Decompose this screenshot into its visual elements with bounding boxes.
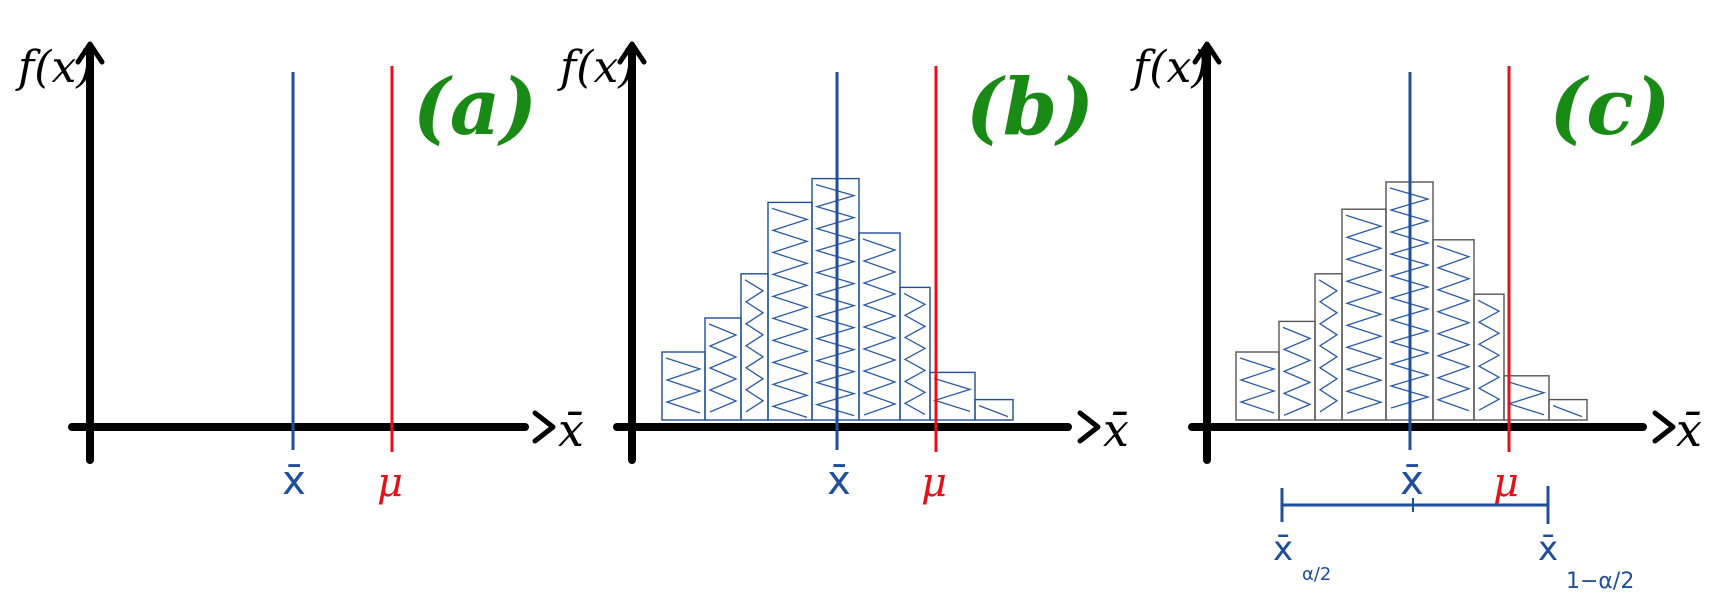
panel-b: f(x) x̄ x̄ μ (b) (557, 41, 1129, 506)
panel-a-label: (a) (413, 62, 537, 153)
panel-b-bar-7 (899, 286, 931, 421)
panel-c-y-axis-label: f(x) (1130, 42, 1208, 93)
interval-upper-label: x̄ (1538, 529, 1558, 569)
panel-c-population-mean-label: μ (1493, 460, 1519, 506)
panel-c-x-axis-label: x̄ (1676, 403, 1702, 457)
panel-c-bar-9 (1548, 398, 1588, 421)
panel-a-y-axis-label: f(x) (15, 42, 93, 93)
panel-c-confidence-interval: x̄ α/2 x̄ 1−α/2 (1273, 486, 1634, 594)
panel-c-bar-hatch-7 (1477, 299, 1501, 411)
panel-c-bar-hatch-3 (1318, 279, 1339, 413)
panel-b-bar-8 (929, 371, 976, 421)
panel-a-population-mean-label: μ (377, 460, 403, 506)
panel-c-bar-hatch-1 (1238, 357, 1277, 414)
panel-a-x-axis-arrow (532, 410, 556, 444)
panel-b-bar-hatch-5 (814, 183, 857, 417)
panel-b-bar-hatch-4 (770, 207, 810, 419)
panel-b-bar-hatch-2 (708, 323, 738, 413)
panel-c-bar-8 (1503, 375, 1550, 421)
panel-c-bar-hatch-8 (1506, 381, 1547, 416)
panel-b-bar-hatch-1 (664, 357, 703, 414)
panel-b-bar-hatch-6 (862, 238, 897, 416)
panel-a-x-axis-label: x̄ (558, 403, 584, 457)
panel-b-bar-hatch-7 (903, 292, 927, 415)
panel-b-label: (b) (966, 62, 1094, 153)
panel-c-sample-mean-label: x̄ (1400, 458, 1424, 504)
panel-b-bar-hatch-9 (978, 404, 1009, 418)
panel-b-bar-4 (767, 201, 813, 421)
panel-c-label: (c) (1549, 62, 1670, 153)
panel-c-bar-hatch-6 (1436, 245, 1471, 412)
panel-c-bar-7 (1473, 293, 1505, 421)
panel-b-x-axis-arrow (1077, 410, 1101, 444)
panel-c-histogram (1235, 181, 1588, 421)
panel-b-bar-9 (974, 398, 1014, 421)
panel-b-x-axis-label: x̄ (1103, 403, 1129, 457)
interval-lower-label: x̄ (1273, 529, 1293, 569)
panel-b-sample-mean-label: x̄ (827, 458, 851, 504)
panel-a-sample-mean-label: x̄ (282, 458, 306, 504)
panel-b-y-axis-label: f(x) (557, 42, 635, 93)
panel-c-bar-hatch-2 (1282, 326, 1312, 416)
panel-c-bar-hatch-5 (1388, 187, 1431, 409)
panel-c-bar-hatch-9 (1552, 404, 1583, 418)
interval-lower-subscript: α/2 (1302, 564, 1331, 585)
panel-b-bar-hatch-3 (744, 279, 765, 413)
panel-c: f(x) x̄ x̄ μ (c) x̄ α/2 x̄ 1−α/2 (1130, 41, 1702, 594)
panel-b-bar-2 (704, 317, 742, 421)
panel-c-bar-hatch-4 (1344, 214, 1384, 414)
panel-a: f(x) x̄ x̄ μ (a) (15, 41, 584, 506)
panel-b-population-mean-label: μ (921, 460, 947, 506)
panel-b-bar-hatch-8 (932, 377, 973, 413)
panel-c-x-axis-arrow (1652, 410, 1676, 444)
interval-upper-subscript: 1−α/2 (1566, 569, 1634, 594)
